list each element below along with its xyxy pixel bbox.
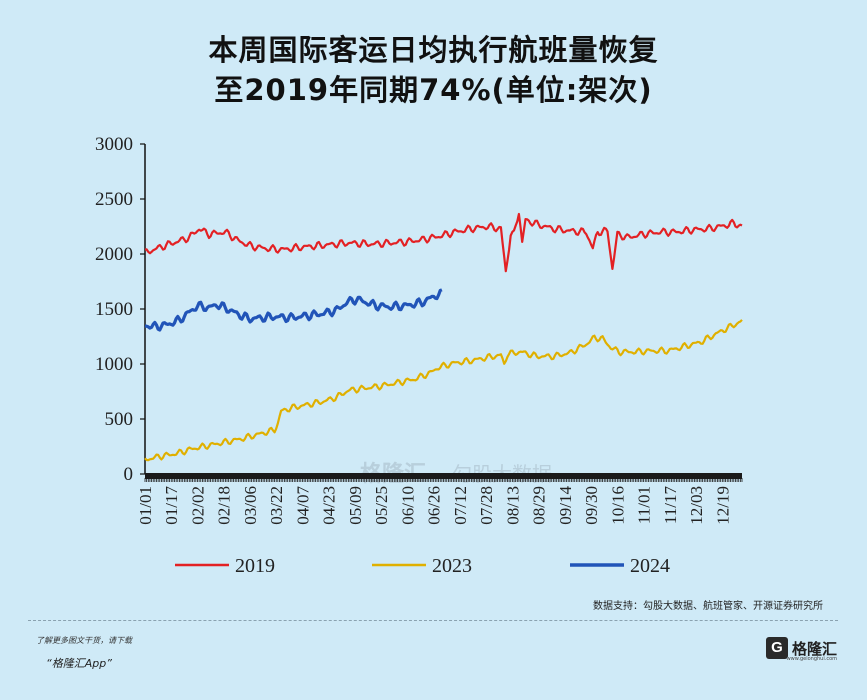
x-tick-label: 08/29: [530, 486, 549, 525]
data-source-note: 数据支持：勾股大数据、航班管家、开源证券研究所: [593, 601, 823, 612]
x-tick-label: 03/06: [241, 486, 260, 525]
footer-divider: [28, 620, 838, 621]
y-tick-label: 2000: [95, 244, 133, 265]
x-tick-label: 02/02: [188, 486, 207, 525]
x-tick-label: 12/19: [713, 486, 732, 525]
x-tick-label: 04/07: [293, 486, 312, 525]
brand-url: www.gelonghui.com: [786, 656, 837, 662]
x-tick-label: 10/16: [608, 486, 627, 525]
x-tick-label: 07/12: [451, 486, 470, 525]
x-tick-label: 05/09: [346, 486, 365, 525]
promo-app-name: “格隆汇App”: [46, 657, 112, 670]
x-tick-label: 01/01: [136, 486, 155, 525]
y-tick-label: 3000: [95, 134, 133, 155]
x-axis-line: [145, 473, 742, 479]
chart-title-line2: 至2019年同期74%(单位:架次): [214, 73, 653, 107]
y-tick-label: 1500: [95, 299, 133, 320]
line-chart: 格隆汇勾股大数据05001000150020002500300001/0101/…: [95, 134, 743, 577]
x-tick-label: 03/22: [267, 486, 286, 525]
y-tick-label: 2500: [95, 189, 133, 210]
y-tick-label: 0: [124, 464, 134, 485]
x-tick-label: 07/28: [477, 486, 496, 525]
x-tick-label: 01/17: [162, 486, 181, 525]
x-tick-label: 05/25: [372, 486, 391, 525]
x-tick-label: 09/30: [582, 486, 601, 525]
chart-title-line1: 本周国际客运日均执行航班量恢复: [208, 33, 659, 67]
x-tick-label: 06/10: [398, 486, 417, 525]
y-tick-label: 500: [105, 409, 134, 430]
series-line-2024: [144, 288, 443, 332]
legend-label-2023: 2023: [432, 555, 472, 577]
legend-label-2024: 2024: [630, 555, 670, 577]
x-tick-label: 02/18: [215, 486, 234, 525]
x-tick-label: 06/26: [425, 486, 444, 525]
promo-text: 了解更多图文干货，请下载: [36, 636, 132, 645]
series-line-2023: [144, 319, 743, 462]
x-tick-label: 08/13: [503, 486, 522, 525]
y-tick-label: 1000: [95, 354, 133, 375]
series-line-2019: [144, 212, 743, 273]
brand-name: 格隆汇: [791, 639, 837, 658]
x-tick-label: 04/23: [320, 486, 339, 525]
brand-logo: G 格隆汇 www.gelonghui.com: [765, 637, 837, 662]
legend-label-2019: 2019: [235, 555, 275, 577]
x-tick-label: 12/03: [687, 486, 706, 525]
x-tick-label: 09/14: [556, 486, 575, 525]
x-tick-label: 11/01: [635, 486, 654, 524]
brand-g-icon: G: [765, 637, 788, 659]
chart-title: 本周国际客运日均执行航班量恢复 至2019年同期74%(单位:架次): [0, 30, 867, 110]
x-tick-label: 11/17: [661, 486, 680, 525]
